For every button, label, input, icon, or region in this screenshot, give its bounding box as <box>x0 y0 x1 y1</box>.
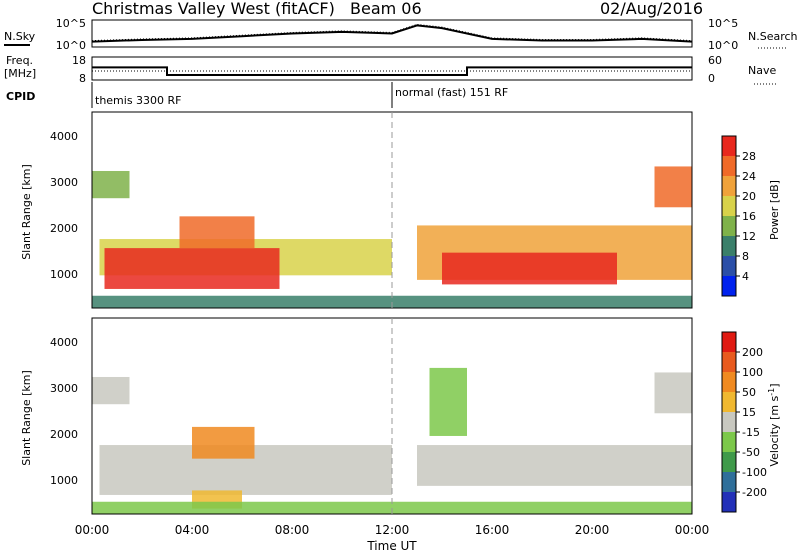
velocity-ytick-2000: 2000 <box>50 428 78 441</box>
nsearch-ytick-top: 10^5 <box>708 17 738 30</box>
velocity-colorbar-segment-6 <box>722 452 736 472</box>
velocity-region-7 <box>92 501 692 514</box>
xtick-0400: 04:00 <box>175 523 210 537</box>
velocity-ytick-3000: 3000 <box>50 382 78 395</box>
freq-label-line1: Freq. <box>6 54 33 67</box>
velocity-colorbar-segment-7 <box>722 472 736 492</box>
nsearch-ytick-bottom: 10^0 <box>708 39 738 52</box>
velocity-ytick-1000: 1000 <box>50 474 78 487</box>
nave-ytick-top: 60 <box>708 54 722 67</box>
power-colorbar-ticklabel-2: 20 <box>742 190 756 203</box>
velocity-colorbar-segment-1 <box>722 352 736 372</box>
velocity-region-4 <box>417 445 692 486</box>
velocity-colorbar-ticklabel-6: -100 <box>742 466 767 479</box>
power-colorbar-segment-4 <box>722 216 736 236</box>
nave-label: Nave <box>748 64 776 77</box>
velocity-colorbar-ticklabel-2: 50 <box>742 386 756 399</box>
power-colorbar-label: Power [dB] <box>768 180 781 240</box>
velocity-colorbar-ticklabel-0: 200 <box>742 346 763 359</box>
velocity-region-1 <box>192 426 255 459</box>
freq-ytick-bottom: 8 <box>79 72 86 85</box>
velocity-colorbar-segment-3 <box>722 392 736 412</box>
velocity-colorbar-segment-2 <box>722 372 736 392</box>
nsearch-line <box>91 23 693 42</box>
velocity-colorbar-ticklabel-3: 15 <box>742 406 756 419</box>
nsearch-label: N.Search <box>748 30 798 43</box>
power-colorbar: 28 24 20 16 12 8 4 <box>721 135 756 297</box>
velocity-colorbar-label: Velocity [m s-1] <box>767 383 781 466</box>
freq-label-line2: [MHz] <box>4 67 36 80</box>
velocity-region-6 <box>654 372 692 414</box>
xtick-0000-end: 00:00 <box>675 523 710 537</box>
velocity-ylabel: Slant Range [km] <box>20 370 33 466</box>
power-region-2 <box>179 216 255 249</box>
power-ytick-2000: 2000 <box>50 222 78 235</box>
cpid-segment-themis: themis 3300 RF <box>95 94 182 107</box>
power-ytick-3000: 3000 <box>50 176 78 189</box>
power-region-6 <box>654 166 692 208</box>
xtick-1600: 16:00 <box>475 523 510 537</box>
freq-panel-frame <box>91 56 693 81</box>
beam-label: Beam 06 <box>350 0 422 18</box>
power-region-5 <box>442 252 617 285</box>
velocity-region-5 <box>429 367 467 436</box>
xtick-1200: 12:00 <box>375 523 410 537</box>
xtick-0000: 00:00 <box>75 523 110 537</box>
nave-ytick-bottom: 0 <box>708 72 715 85</box>
power-colorbar-ticklabel-5: 8 <box>742 250 749 263</box>
power-colorbar-ticklabel-4: 12 <box>742 230 756 243</box>
power-colorbar-ticklabel-3: 16 <box>742 210 756 223</box>
velocity-colorbar-frame <box>721 331 737 513</box>
power-colorbar-ticklabel-6: 4 <box>742 270 749 283</box>
power-heatmap <box>92 166 692 308</box>
power-ytick-1000: 1000 <box>50 268 78 281</box>
nsky-ytick-bottom: 10^0 <box>56 39 86 52</box>
xtick-2000: 20:00 <box>575 523 610 537</box>
freq-ytick-top: 18 <box>72 54 86 67</box>
nsky-line <box>91 24 693 43</box>
nsky-ytick-top: 10^5 <box>56 17 86 30</box>
velocity-colorbar-segment-5 <box>722 432 736 452</box>
freq-line <box>92 66 692 76</box>
velocity-colorbar-ticklabel-1: 100 <box>742 366 763 379</box>
power-region-1 <box>104 248 280 289</box>
velocity-colorbar-segment-0 <box>722 332 736 352</box>
nsky-series <box>91 23 693 43</box>
power-ylabel: Slant Range [km] <box>20 164 33 260</box>
nsky-label: N.Sky <box>4 30 36 43</box>
power-ytick-4000: 4000 <box>50 130 78 143</box>
power-colorbar-segment-5 <box>722 236 736 256</box>
velocity-colorbar-segment-4 <box>722 412 736 432</box>
power-colorbar-segment-7 <box>722 276 736 296</box>
power-colorbar-segment-6 <box>722 256 736 276</box>
cpid-segment-normal: normal (fast) 151 RF <box>395 86 508 99</box>
power-colorbar-segment-1 <box>722 156 736 176</box>
power-colorbar-ticklabel-0: 28 <box>742 150 756 163</box>
power-region-7 <box>92 295 692 308</box>
velocity-colorbar-segment-8 <box>722 492 736 512</box>
freq-series <box>92 66 692 76</box>
velocity-colorbar: 200 100 50 15 -15 -50 -100 -200 <box>721 331 767 513</box>
power-colorbar-segment-0 <box>722 136 736 156</box>
cpid-label: CPID <box>6 90 35 103</box>
velocity-colorbar-ticklabel-5: -50 <box>742 446 760 459</box>
station-title: Christmas Valley West (fitACF) <box>92 0 335 18</box>
xaxis-label: Time UT <box>366 539 417 553</box>
power-region-3 <box>92 170 130 199</box>
velocity-heatmap <box>92 367 692 514</box>
xtick-0800: 08:00 <box>275 523 310 537</box>
power-colorbar-segment-3 <box>722 196 736 216</box>
velocity-region-3 <box>92 376 130 405</box>
velocity-colorbar-ticklabel-4: -15 <box>742 426 760 439</box>
power-colorbar-segment-2 <box>722 176 736 196</box>
velocity-ytick-4000: 4000 <box>50 336 78 349</box>
nsky-panel-frame <box>91 19 693 48</box>
date-label: 02/Aug/2016 <box>600 0 703 18</box>
power-colorbar-ticklabel-1: 24 <box>742 170 756 183</box>
velocity-colorbar-ticklabel-7: -200 <box>742 486 767 499</box>
